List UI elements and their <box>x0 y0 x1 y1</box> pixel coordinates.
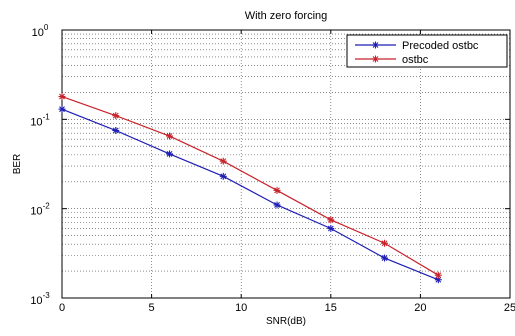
x-axis-label: SNR(dB) <box>266 316 306 327</box>
series-line-ostbc <box>61 95 439 276</box>
marker-stroke <box>59 93 65 100</box>
marker-stroke <box>220 158 227 165</box>
data-point-ostbc <box>166 132 174 140</box>
marker-stroke <box>166 151 173 157</box>
legend-label-ostbc: ostbc <box>402 54 429 66</box>
series-layer <box>58 93 442 284</box>
marker-stroke <box>112 112 119 119</box>
x-tick-label: 10 <box>235 302 247 314</box>
data-point-ostbc <box>58 93 66 101</box>
marker-stroke <box>381 240 388 247</box>
x-tick-label: 25 <box>504 302 515 314</box>
y-tick-label: 10-3 <box>30 291 50 307</box>
x-tick-label: 20 <box>414 302 426 314</box>
y-tick-label: 100 <box>32 23 49 39</box>
y-tick-label: 10-2 <box>30 202 50 218</box>
data-point-ostbc <box>273 186 281 194</box>
legend-marker-glyph <box>372 55 379 63</box>
data-point-ostbc <box>219 157 227 165</box>
marker-stroke <box>166 133 173 139</box>
data-point-precoded-ostbc <box>112 126 120 134</box>
legend-marker-ostbc <box>372 55 379 63</box>
marker-stroke <box>327 216 334 223</box>
data-point-precoded-ostbc <box>327 224 335 232</box>
marker-stroke <box>220 173 227 180</box>
data-point-precoded-ostbc <box>381 254 389 262</box>
y-tick-label: 10-1 <box>30 112 50 128</box>
marker-stroke <box>435 272 442 279</box>
data-point-precoded-ostbc <box>273 201 281 209</box>
marker-stroke <box>372 42 379 48</box>
data-point-precoded-ostbc <box>219 172 227 180</box>
y-axis-label: BER <box>12 154 23 175</box>
marker-stroke <box>327 225 334 232</box>
legend-label-precoded-ostbc: Precoded ostbc <box>402 40 479 52</box>
x-tick-label: 15 <box>325 302 337 314</box>
marker-stroke <box>381 255 388 261</box>
legend-marker-glyph <box>372 41 379 49</box>
series-line-precoded-ostbc <box>61 108 439 281</box>
marker-stroke <box>112 127 119 134</box>
legend: Precoded ostbc ostbc <box>346 34 508 68</box>
data-point-ostbc <box>434 271 442 279</box>
data-point-ostbc <box>381 239 389 247</box>
x-tick-label: 5 <box>149 302 155 314</box>
marker-stroke <box>274 202 280 208</box>
legend-box <box>346 34 508 68</box>
plot-frame <box>61 29 511 299</box>
data-point-ostbc <box>327 216 335 224</box>
data-point-ostbc <box>112 112 120 120</box>
marker-stroke <box>435 276 442 283</box>
legend-marker-precoded-ostbc <box>372 41 379 49</box>
data-point-precoded-ostbc <box>166 150 174 158</box>
marker-stroke <box>372 56 379 62</box>
marker-stroke <box>274 187 280 194</box>
plot-background <box>62 30 510 298</box>
axis-ticks: 0 5 10 15 20 25 100 10-1 10-2 10-3 <box>30 23 515 314</box>
data-point-precoded-ostbc <box>58 105 66 113</box>
chart-title: With zero forcing <box>245 10 328 22</box>
x-tick-label: 0 <box>59 302 65 314</box>
marker-stroke <box>59 106 65 113</box>
